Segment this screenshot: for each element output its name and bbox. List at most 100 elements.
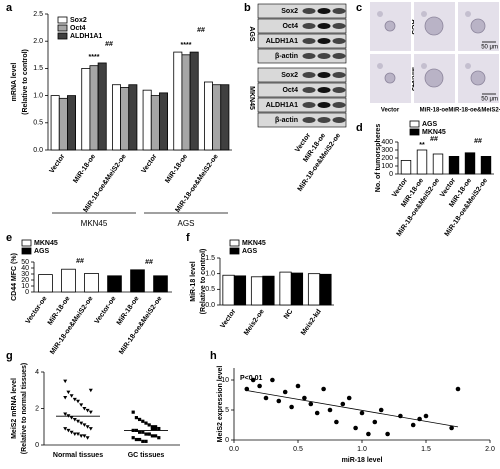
bar bbox=[112, 84, 121, 151]
point bbox=[72, 397, 77, 402]
legend-swatch bbox=[409, 128, 420, 136]
blot-strip bbox=[257, 48, 347, 64]
point bbox=[150, 434, 154, 438]
y-tick-label: 10 bbox=[21, 283, 29, 290]
sphere bbox=[470, 18, 486, 34]
bar bbox=[220, 84, 230, 151]
bar bbox=[153, 275, 168, 293]
bar bbox=[203, 81, 213, 151]
lane-label: Vector bbox=[381, 108, 400, 114]
blot-band bbox=[317, 87, 331, 93]
bar bbox=[416, 149, 428, 175]
bar bbox=[173, 51, 183, 151]
point bbox=[138, 437, 142, 442]
bar bbox=[142, 89, 152, 151]
point bbox=[82, 423, 87, 427]
annotation: **** bbox=[181, 42, 192, 49]
legend-label: MKN45 bbox=[34, 240, 58, 247]
point bbox=[263, 395, 269, 401]
panel-label: e bbox=[6, 232, 12, 244]
protein-label: ALDH1A1 bbox=[266, 102, 298, 109]
blot-band bbox=[332, 117, 346, 123]
point bbox=[282, 389, 288, 395]
x-tick-label: MiR-18-oe bbox=[164, 153, 189, 185]
y-tick-label: 1.0 bbox=[33, 92, 43, 99]
point bbox=[449, 425, 454, 431]
sphere bbox=[384, 20, 396, 32]
point bbox=[250, 377, 256, 383]
point bbox=[154, 434, 158, 438]
blot-band bbox=[302, 8, 316, 14]
legend-label: Oct4 bbox=[70, 25, 86, 32]
point bbox=[66, 428, 71, 433]
y-tick-label: 0.0 bbox=[205, 302, 215, 309]
y-tick-label: 10 bbox=[221, 377, 229, 384]
bar bbox=[61, 268, 76, 293]
annotation: ## bbox=[105, 41, 113, 48]
point bbox=[276, 398, 282, 404]
y-tick-label: 300 bbox=[381, 147, 393, 154]
legend-swatch bbox=[409, 120, 420, 128]
blot-band bbox=[302, 23, 316, 29]
protein-label: Sox2 bbox=[281, 8, 298, 15]
legend-label: ALDH1A1 bbox=[70, 33, 102, 40]
blot-band bbox=[317, 102, 331, 108]
y-tick-label: 0 bbox=[25, 289, 29, 296]
blot-strip bbox=[257, 67, 347, 83]
sphere bbox=[384, 72, 396, 84]
y-tick-label: 0.5 bbox=[205, 286, 215, 293]
x-tick-label: Vector-oe bbox=[25, 295, 49, 325]
point bbox=[88, 427, 93, 431]
bar bbox=[189, 51, 199, 151]
y-axis-title: No. of tumorspheres bbox=[375, 124, 382, 193]
x-tick-label: 2.0 bbox=[485, 446, 495, 453]
group-label: MKN45 bbox=[81, 219, 108, 228]
x-tick-label: MiR-18-oe bbox=[116, 295, 141, 327]
x-tick-label: 0.5 bbox=[293, 446, 303, 453]
annotation: ## bbox=[197, 27, 205, 34]
x-tick-label: Vector bbox=[140, 153, 158, 175]
x-tick-label: Normal tissues bbox=[53, 452, 103, 459]
annotation: ## bbox=[474, 138, 482, 145]
x-tick-label: Meis2-kd bbox=[300, 308, 323, 337]
blot-band bbox=[332, 102, 346, 108]
protein-label: β-actin bbox=[275, 117, 298, 124]
legend-swatch bbox=[21, 247, 32, 255]
bar bbox=[250, 276, 264, 306]
point bbox=[257, 383, 262, 389]
annotation: ## bbox=[76, 258, 84, 265]
point bbox=[150, 425, 154, 429]
annotation: ** bbox=[419, 142, 425, 149]
bar bbox=[130, 269, 145, 293]
cell-line-label: MKN45 bbox=[248, 86, 255, 110]
panel-label: h bbox=[210, 350, 217, 362]
y-tick-label: 2 bbox=[35, 405, 39, 412]
y-axis-title: (Relative to control) bbox=[200, 249, 207, 315]
bar bbox=[81, 68, 91, 151]
protein-label: Sox2 bbox=[281, 72, 298, 79]
blot-band bbox=[317, 117, 331, 123]
y-tick-label: 200 bbox=[381, 155, 393, 162]
point bbox=[131, 436, 135, 440]
bar bbox=[400, 159, 412, 175]
bar bbox=[181, 54, 191, 151]
bar bbox=[67, 95, 77, 151]
point bbox=[85, 436, 90, 440]
blot-band bbox=[302, 72, 316, 78]
y-tick-label: 2.0 bbox=[33, 38, 43, 45]
bar bbox=[307, 273, 321, 306]
x-tick-label: Vector-oe bbox=[94, 295, 118, 325]
panel-label: d bbox=[356, 122, 363, 134]
point bbox=[147, 423, 151, 427]
panel-label: g bbox=[6, 350, 13, 362]
y-axis-title: CD44 MFC (%) bbox=[11, 253, 18, 301]
point bbox=[154, 426, 158, 431]
y-tick-label: 40 bbox=[21, 265, 29, 272]
point bbox=[76, 399, 80, 404]
cell-line-label: AGS bbox=[410, 19, 417, 35]
blot-band bbox=[332, 8, 346, 14]
panel-label: b bbox=[244, 2, 251, 14]
sphere bbox=[470, 70, 486, 86]
blot-band bbox=[332, 23, 346, 29]
panel-label: c bbox=[356, 2, 362, 14]
